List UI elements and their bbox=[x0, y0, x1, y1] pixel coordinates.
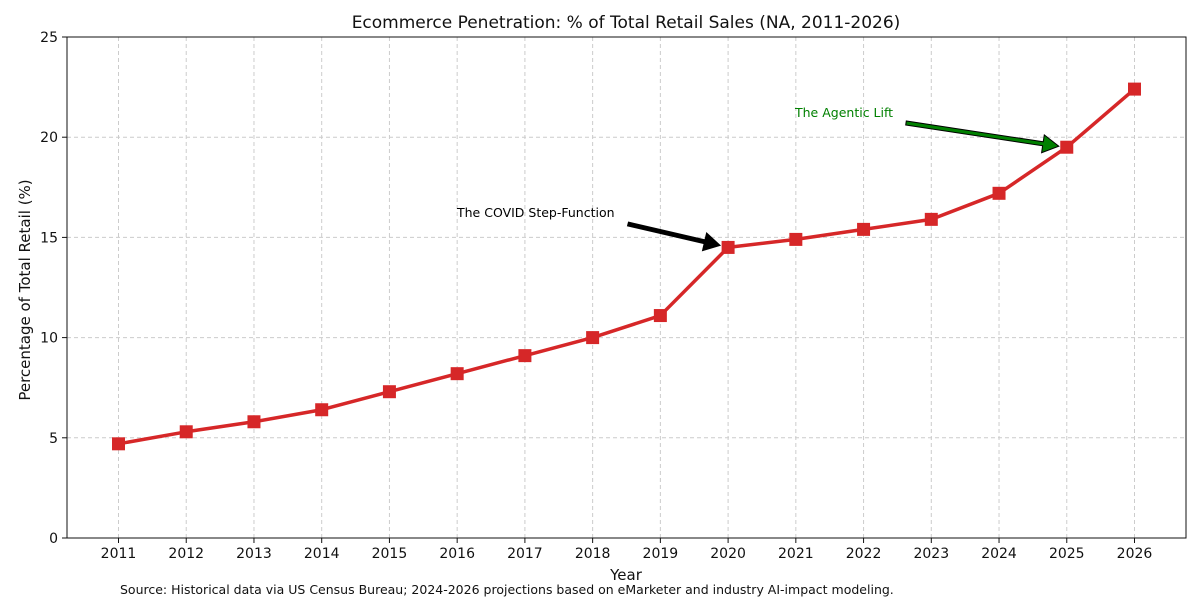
data-point bbox=[721, 240, 735, 254]
annotation-label: The COVID Step-Function bbox=[456, 205, 615, 220]
y-tick-label: 20 bbox=[40, 130, 58, 146]
data-point bbox=[179, 425, 193, 439]
data-point bbox=[1128, 82, 1141, 96]
chart-title: Ecommerce Penetration: % of Total Retail… bbox=[352, 13, 901, 33]
plot-frame bbox=[66, 36, 1187, 539]
x-tick-label: 2013 bbox=[236, 546, 272, 562]
y-tick-label: 10 bbox=[40, 331, 58, 347]
x-tick-label: 2026 bbox=[1117, 546, 1153, 562]
y-ticks: 0 5 10 15 20 25 bbox=[40, 30, 67, 547]
data-point bbox=[315, 403, 329, 417]
x-tick-label: 2017 bbox=[507, 546, 543, 562]
annotation-label: The Agentic Lift bbox=[794, 105, 893, 120]
x-tick-label: 2015 bbox=[372, 546, 408, 562]
source-note: Source: Historical data via US Census Bu… bbox=[120, 582, 894, 597]
data-point bbox=[382, 385, 396, 399]
x-tick-label: 2023 bbox=[913, 546, 949, 562]
data-point bbox=[1060, 140, 1074, 154]
annotations: The COVID Step-Function The Agentic Lift bbox=[456, 105, 1060, 252]
annotation-arrow bbox=[626, 221, 722, 252]
y-axis-label: Percentage of Total Retail (%) bbox=[16, 179, 34, 400]
data-point bbox=[992, 186, 1006, 200]
data-point bbox=[586, 331, 600, 345]
annotation-arrow bbox=[905, 120, 1060, 154]
data-point bbox=[112, 437, 125, 451]
data-point bbox=[857, 222, 871, 236]
data-point bbox=[924, 212, 938, 226]
data-point bbox=[789, 232, 803, 246]
x-tick-label: 2021 bbox=[778, 546, 814, 562]
x-tick-label: 2024 bbox=[981, 546, 1017, 562]
x-tick-label: 2022 bbox=[846, 546, 882, 562]
y-tick-label: 15 bbox=[40, 230, 58, 246]
data-point bbox=[450, 367, 464, 381]
x-tick-label: 2011 bbox=[101, 546, 137, 562]
series-ecommerce-share bbox=[112, 82, 1141, 451]
data-point bbox=[653, 309, 667, 323]
series-line bbox=[116, 87, 1137, 446]
grid-lines bbox=[67, 36, 1186, 539]
data-point bbox=[247, 415, 261, 429]
x-tick-label: 2025 bbox=[1049, 546, 1085, 562]
y-tick-label: 5 bbox=[49, 431, 58, 447]
x-axis-label: Year bbox=[609, 566, 643, 584]
x-tick-label: 2020 bbox=[710, 546, 746, 562]
data-point bbox=[518, 349, 532, 363]
x-tick-label: 2016 bbox=[439, 546, 475, 562]
x-tick-label: 2012 bbox=[168, 546, 204, 562]
x-tick-label: 2018 bbox=[575, 546, 611, 562]
y-tick-label: 0 bbox=[49, 531, 58, 547]
x-tick-label: 2019 bbox=[643, 546, 679, 562]
x-ticks: 2011 2012 2013 2014 2015 2016 2017 2018 2019 2020… bbox=[101, 538, 1153, 562]
y-tick-label: 25 bbox=[40, 30, 58, 46]
axes bbox=[66, 36, 1187, 539]
x-tick-label: 2014 bbox=[304, 546, 340, 562]
